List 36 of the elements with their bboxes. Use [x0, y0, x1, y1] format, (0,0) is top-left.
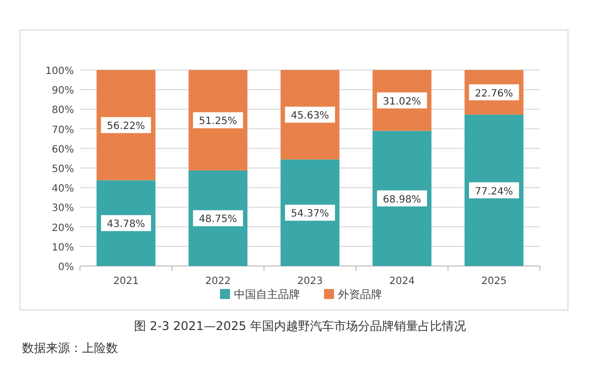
x-tick-label: 2021 [113, 276, 139, 287]
source-note: 数据来源：上险数 [22, 341, 118, 355]
y-tick-label: 30% [52, 203, 74, 214]
data-label: 51.25% [198, 116, 238, 128]
data-label: 43.78% [106, 219, 146, 230]
bar [96, 70, 156, 180]
data-label: 45.63% [290, 110, 330, 122]
x-tick-label: 2025 [481, 276, 507, 287]
data-label: 54.37% [290, 208, 330, 220]
x-tick-label: 2023 [297, 276, 323, 287]
legend-label: 外资品牌 [338, 288, 382, 301]
y-tick-label: 90% [52, 86, 74, 97]
y-tick-label: 0% [58, 262, 74, 273]
legend-label: 中国自主品牌 [234, 288, 300, 301]
bar [280, 159, 340, 266]
data-label: 48.75% [198, 214, 238, 226]
bar [188, 70, 248, 170]
y-tick-label: 40% [52, 184, 74, 195]
y-tick-label: 80% [52, 105, 74, 116]
bar [372, 130, 432, 266]
y-tick-label: 10% [52, 242, 74, 254]
y-tick-label: 50% [52, 164, 74, 175]
bar [464, 114, 524, 266]
data-label: 68.98% [382, 194, 422, 206]
data-label: 22.76% [474, 88, 514, 100]
y-tick-label: 20% [52, 222, 74, 234]
data-label: 77.24% [474, 186, 514, 198]
x-tick-label: 2024 [389, 276, 415, 287]
bar [188, 170, 248, 266]
x-tick-label: 2022 [205, 276, 231, 287]
data-label: 31.02% [382, 96, 422, 108]
y-tick-label: 70% [52, 124, 74, 136]
y-tick-label: 100% [45, 66, 74, 77]
y-tick-label: 60% [52, 144, 74, 156]
data-label: 56.22% [106, 121, 146, 132]
caption: 图 2-3 2021—2025 年国内越野汽车市场分品牌销量占比情况 [134, 319, 466, 333]
